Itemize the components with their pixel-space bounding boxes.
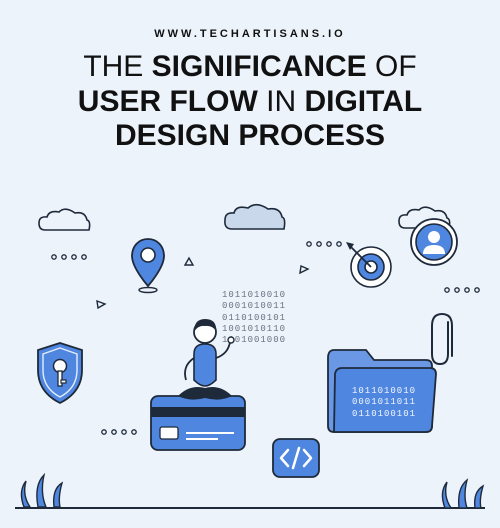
- page-title: THE SIGNIFICANCE OF USER FLOW IN DIGITAL…: [0, 50, 500, 154]
- map-pin-icon: [128, 236, 168, 294]
- cloud-icon: [220, 203, 288, 235]
- cloud-icon: [35, 208, 93, 236]
- dots-icon: [50, 253, 90, 261]
- site-url: WWW.TECHARTISANS.IO: [0, 28, 500, 40]
- title-word: DESIGN PROCESS: [115, 119, 385, 152]
- binary-text: 1011010010 0001011011 0110100101: [352, 386, 416, 420]
- shield-key-icon: [32, 340, 88, 408]
- title-word: DIGITAL: [304, 85, 422, 118]
- illustration-scene: 1011010010 0001010011 0110100101 1001010…: [0, 198, 500, 528]
- dots-icon: [443, 286, 483, 294]
- target-icon: [336, 232, 396, 292]
- triangle-icon: [298, 264, 310, 276]
- triangle-icon: [95, 298, 107, 310]
- person-icon: [160, 306, 250, 406]
- ground-line-icon: [0, 506, 500, 510]
- title-word: USER FLOW: [78, 85, 258, 118]
- title-word: SIGNIFICANCE: [152, 50, 367, 83]
- plant-icon: [12, 455, 72, 510]
- title-word: THE: [83, 50, 151, 83]
- title-word: OF: [367, 50, 417, 83]
- dots-icon: [100, 428, 140, 436]
- paperclip-icon: [428, 310, 456, 372]
- plant-icon: [435, 460, 490, 510]
- triangle-icon: [183, 256, 195, 268]
- code-tag-icon: [270, 436, 322, 480]
- title-word: IN: [258, 85, 305, 118]
- avatar-icon: [408, 216, 460, 268]
